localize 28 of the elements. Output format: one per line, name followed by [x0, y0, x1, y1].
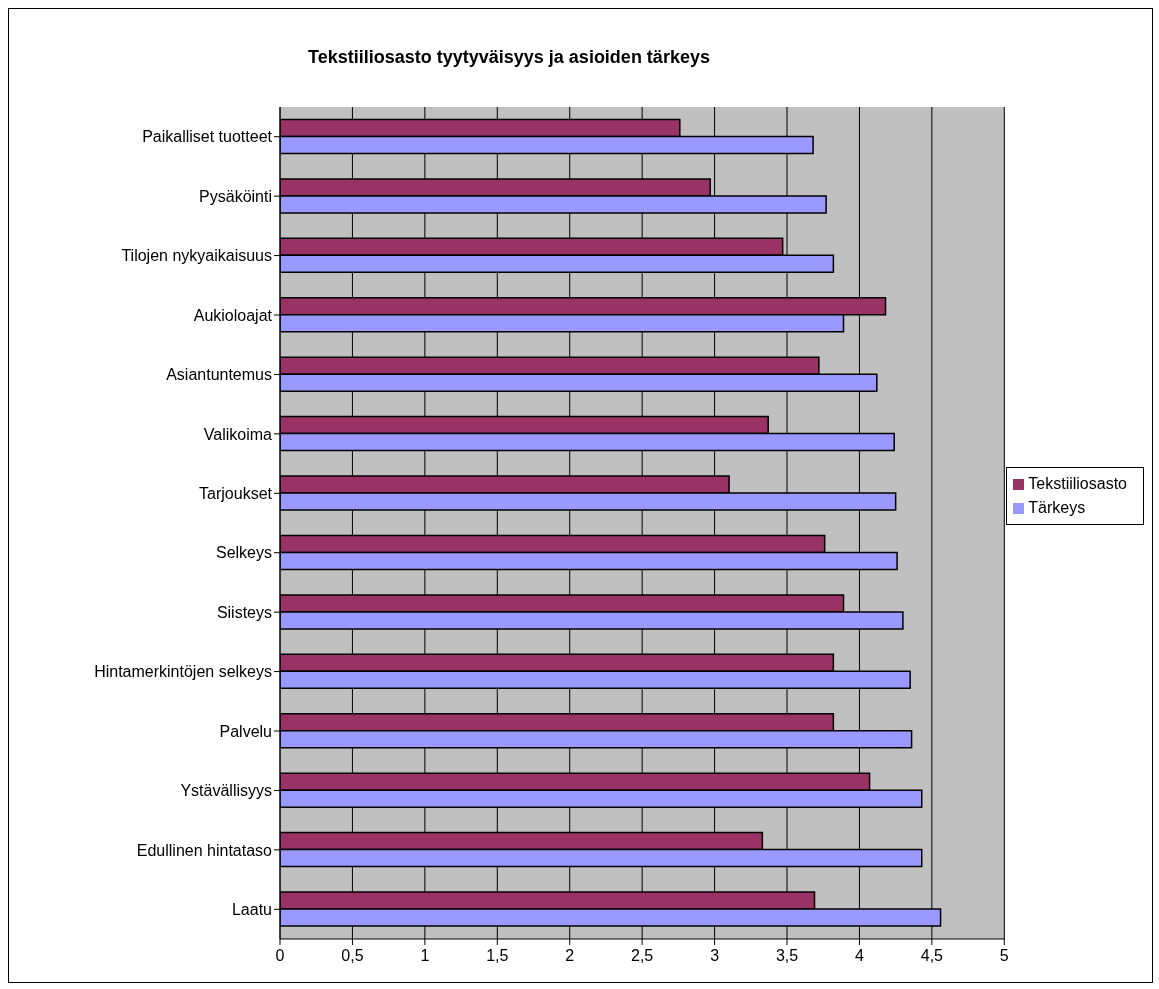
x-tick-label: 2,5 — [631, 947, 654, 964]
x-tick-label: 4 — [854, 947, 864, 964]
x-tick-label: 3 — [710, 947, 720, 964]
y-tick-label: Hintamerkintöjen selkeys — [94, 663, 272, 681]
legend-label: Tärkeys — [1028, 498, 1086, 516]
y-tick-label: Edullinen hintataso — [136, 841, 273, 859]
x-tick-label: 3,5 — [775, 947, 799, 964]
y-tick-label: Ystävällisyys — [180, 782, 272, 800]
x-tick-label: 0 — [275, 947, 285, 964]
y-tick-label: Tarjoukset — [199, 484, 273, 502]
y-tick-label: Aukioloajat — [193, 306, 273, 324]
y-tick-label: Siisteys — [216, 603, 272, 621]
y-tick-label: Tilojen nykyaikaisuus — [121, 247, 272, 265]
x-tick-label: 4,5 — [920, 947, 944, 964]
y-tick-label: Paikalliset tuotteet — [142, 128, 273, 146]
x-tick-label: 1 — [420, 947, 430, 964]
x-tick-label: 5 — [999, 947, 1009, 964]
chart-title: Tekstiiliosasto tyytyväisyys ja asioiden tärkeys — [307, 47, 711, 68]
x-tick-label: 2 — [565, 947, 575, 964]
y-tick-label: Valikoima — [203, 425, 273, 443]
y-tick-label: Asiantuntemus — [166, 366, 272, 384]
y-tick-label: Laatu — [231, 900, 272, 918]
y-tick-label: Pysäköinti — [199, 187, 272, 205]
legend-label: Tekstiiliosasto — [1028, 474, 1127, 492]
y-tick-label: Selkeys — [215, 544, 272, 562]
x-tick-label: 0,5 — [341, 947, 364, 964]
x-tick-label: 1,5 — [486, 947, 509, 964]
y-tick-label: Palvelu — [219, 722, 272, 740]
